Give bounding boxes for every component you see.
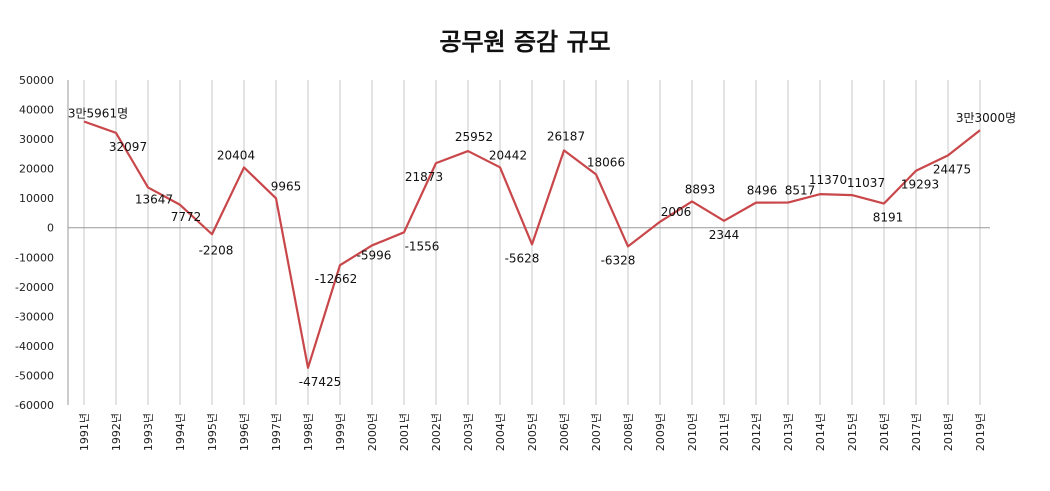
data-label: -5628 (505, 251, 540, 265)
y-tick-label: -60000 (15, 399, 54, 412)
x-tick-label: 2009년 (654, 413, 667, 451)
data-label: 11370 (809, 173, 847, 187)
data-label: -1556 (405, 239, 440, 253)
x-tick-label: 1999년 (334, 413, 347, 451)
y-tick-label: 30000 (19, 133, 54, 146)
data-label: 32097 (109, 140, 147, 154)
y-tick-label: 20000 (19, 163, 54, 176)
y-tick-label: -50000 (15, 369, 54, 382)
y-tick-label: 0 (47, 222, 54, 235)
data-label: -6328 (601, 253, 636, 267)
x-tick-label: 2001년 (398, 413, 411, 451)
data-label: 2344 (709, 228, 740, 242)
data-label: 8191 (873, 211, 904, 225)
data-label: 19293 (901, 178, 939, 192)
data-label: 13647 (135, 192, 173, 206)
chart-title: 공무원 증감 규모 (439, 28, 611, 56)
x-tick-label: 1998년 (302, 413, 315, 451)
x-tick-label: 2012년 (750, 413, 763, 451)
data-label: 18066 (587, 155, 625, 169)
x-tick-label: 1994년 (174, 413, 187, 451)
data-label: -2208 (199, 243, 234, 257)
x-tick-label: 2017년 (910, 413, 923, 451)
data-label: 20442 (489, 148, 527, 162)
data-label: 26187 (547, 129, 585, 143)
x-tick-label: 2014년 (814, 413, 827, 451)
x-tick-label: 2006년 (558, 413, 571, 451)
x-tick-label: 2008년 (622, 413, 635, 451)
data-label: 11037 (847, 176, 885, 190)
data-label: -5996 (357, 248, 392, 262)
x-tick-label: 2015년 (846, 413, 859, 451)
x-tick-label: 1993년 (142, 413, 155, 451)
y-tick-label: -30000 (15, 310, 54, 323)
data-label: 2006 (661, 205, 692, 219)
x-tick-label: 1991년 (78, 413, 91, 451)
y-tick-label: 10000 (19, 192, 54, 205)
x-tick-label: 2019년 (974, 413, 987, 451)
x-tick-label: 1992년 (110, 413, 123, 451)
data-label: -12662 (315, 272, 358, 286)
x-tick-label: 2011년 (718, 413, 731, 451)
data-label: 3만5961명 (68, 106, 128, 120)
data-label: 7772 (171, 210, 202, 224)
data-label: 21873 (405, 170, 443, 184)
x-tick-label: 2007년 (590, 413, 603, 451)
x-tick-label: 1997년 (270, 413, 283, 451)
data-label: -47425 (299, 375, 342, 389)
x-tick-label: 2000년 (366, 413, 379, 451)
y-tick-label: -40000 (15, 340, 54, 353)
data-label: 8517 (785, 184, 816, 198)
y-tick-label: 40000 (19, 104, 54, 117)
x-tick-label: 2018년 (942, 413, 955, 451)
x-tick-label: 2010년 (686, 413, 699, 451)
data-label: 20404 (217, 148, 255, 162)
data-label: 24475 (933, 162, 971, 176)
x-tick-label: 2005년 (526, 413, 539, 451)
y-tick-label: 50000 (19, 74, 54, 87)
data-label: 25952 (455, 130, 493, 144)
data-label: 8893 (685, 182, 716, 196)
x-tick-label: 2013년 (782, 413, 795, 451)
data-label: 9965 (271, 179, 302, 193)
x-tick-label: 2004년 (494, 413, 507, 451)
data-label: 3만3000명 (956, 111, 1016, 125)
y-tick-label: -10000 (15, 251, 54, 264)
x-tick-label: 2002년 (430, 413, 443, 451)
x-tick-label: 1996년 (238, 413, 251, 451)
y-tick-label: -20000 (15, 281, 54, 294)
x-tick-label: 1995년 (206, 413, 219, 451)
series-line (83, 120, 981, 369)
x-tick-label: 2003년 (462, 413, 475, 451)
x-tick-label: 2016년 (878, 413, 891, 451)
data-label: 8496 (747, 184, 778, 198)
